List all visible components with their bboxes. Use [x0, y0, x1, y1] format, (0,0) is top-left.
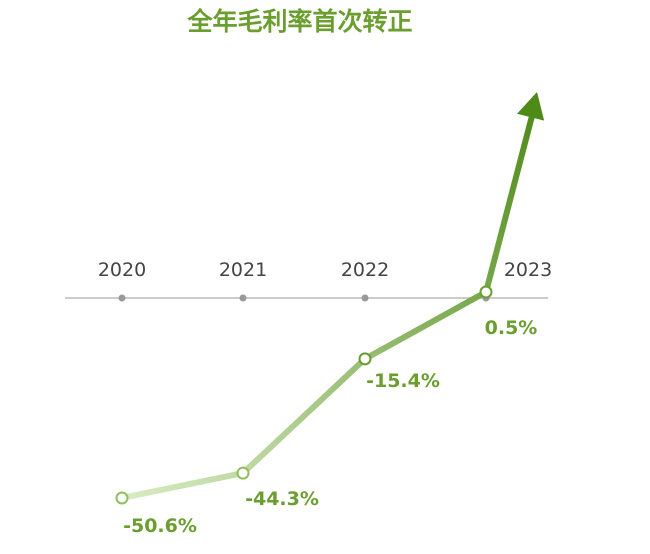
data-point-2023 — [479, 285, 493, 299]
x-tick-label-2022: 2022 — [341, 259, 389, 281]
x-tick-label-2020: 2020 — [98, 259, 146, 281]
data-point-2022 — [358, 352, 372, 366]
x-tick-label-2023: 2023 — [504, 259, 552, 281]
data-label-2023: 0.5% — [485, 317, 538, 339]
data-point-2020 — [115, 491, 129, 505]
chart-title: 全年毛利率首次转正 — [186, 7, 412, 36]
axis-tick-2021 — [239, 294, 247, 302]
x-tick-label-2021: 2021 — [219, 259, 267, 281]
trend-arrowhead — [517, 92, 545, 121]
data-label-2021: -44.3% — [245, 488, 319, 510]
data-point-2021 — [236, 466, 250, 480]
axis-tick-2020 — [118, 294, 126, 302]
data-label-2022: -15.4% — [366, 370, 440, 392]
data-label-2020: -50.6% — [123, 515, 197, 537]
series-line — [119, 113, 535, 501]
axis-tick-2022 — [361, 294, 369, 302]
